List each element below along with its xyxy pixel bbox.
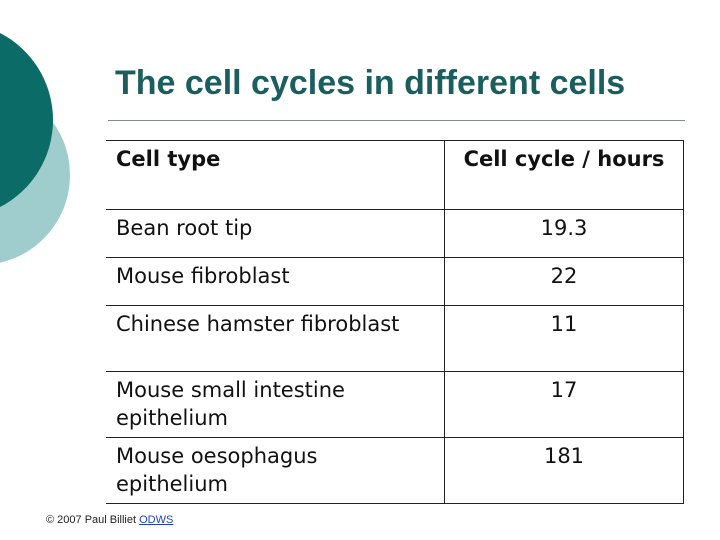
- cell-type: Bean root tip: [106, 209, 445, 258]
- cell-cycle-table: Cell type Cell cycle / hours Bean root t…: [106, 140, 684, 504]
- table-row: Mouse fibroblast 22: [106, 257, 684, 306]
- table-row: Bean root tip 19.3: [106, 209, 684, 258]
- table-row: Mouse oesophagus epithelium 181: [106, 437, 684, 504]
- odws-link[interactable]: ODWS: [139, 514, 174, 526]
- cell-type: Mouse oesophagus epithelium: [106, 437, 445, 504]
- cell-cycle-hours: 17: [444, 371, 684, 438]
- table-row: Mouse small intestine epithelium 17: [106, 371, 684, 438]
- cell-type: Chinese hamster fibroblast: [106, 305, 445, 372]
- title-divider: [108, 120, 685, 121]
- header-cell-cycle: Cell cycle / hours: [444, 140, 684, 210]
- cell-cycle-hours: 19.3: [444, 209, 684, 258]
- header-cell-type: Cell type: [106, 140, 445, 210]
- cell-cycle-hours: 11: [444, 305, 684, 372]
- cell-type: Mouse fibroblast: [106, 257, 445, 306]
- slide-title: The cell cycles in different cells: [115, 64, 626, 102]
- decorative-circles: [0, 32, 70, 263]
- copyright-text: © 2007 Paul Billiet: [46, 514, 137, 526]
- dark-circle-shape: [0, 32, 53, 208]
- cell-type: Mouse small intestine epithelium: [106, 371, 445, 438]
- cell-cycle-hours: 181: [444, 437, 684, 504]
- copyright-footer: © 2007 Paul Billiet ODWS: [46, 514, 173, 526]
- table-header-row: Cell type Cell cycle / hours: [106, 140, 684, 210]
- table-row: Chinese hamster fibroblast 11: [106, 305, 684, 372]
- cell-cycle-hours: 22: [444, 257, 684, 306]
